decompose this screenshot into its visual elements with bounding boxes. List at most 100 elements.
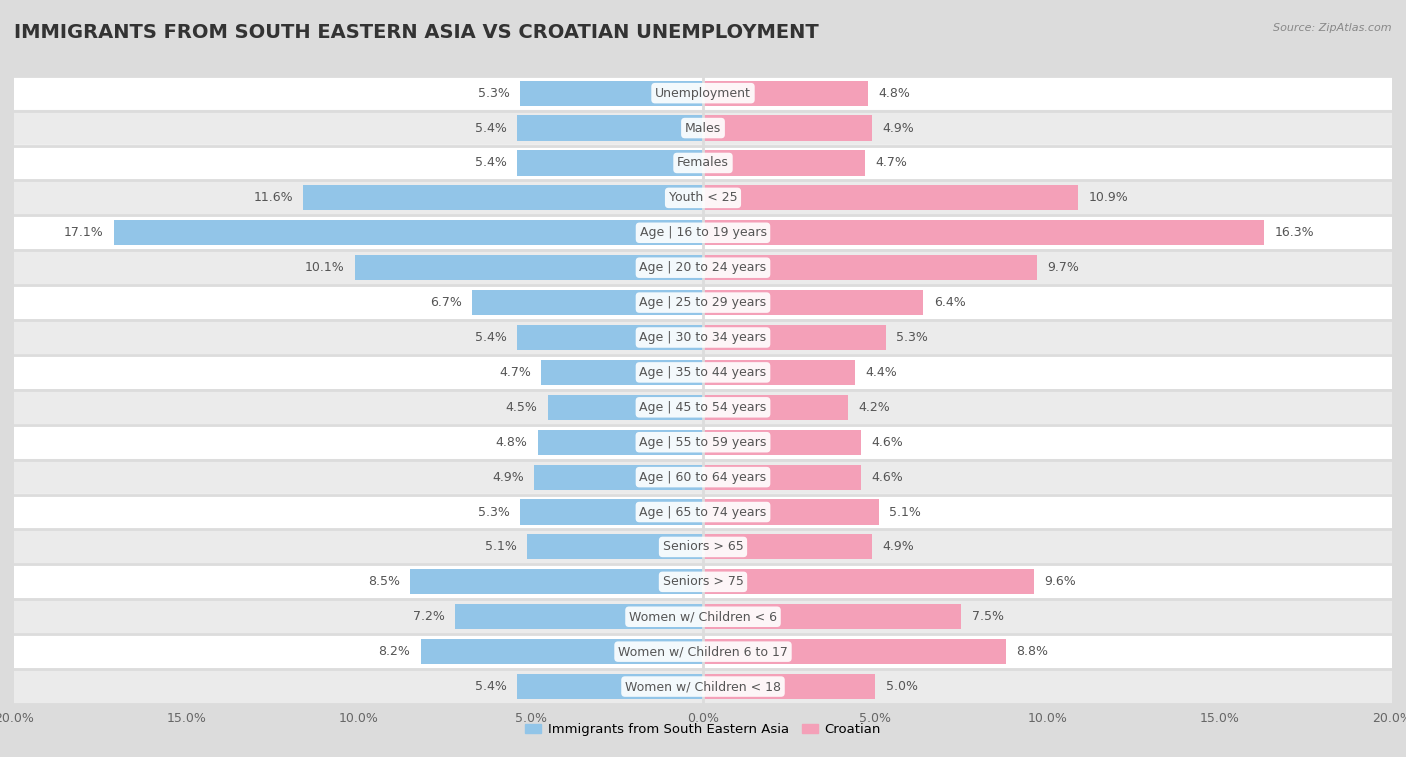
Bar (703, 604, 962, 629)
FancyBboxPatch shape (14, 459, 1392, 495)
Legend: Immigrants from South Eastern Asia, Croatian: Immigrants from South Eastern Asia, Croa… (520, 718, 886, 741)
Text: 4.2%: 4.2% (858, 400, 890, 414)
Bar (537, 430, 703, 455)
Text: 6.7%: 6.7% (430, 296, 461, 309)
Bar (703, 116, 872, 141)
Bar (520, 500, 703, 525)
Text: Seniors > 65: Seniors > 65 (662, 540, 744, 553)
Text: 5.3%: 5.3% (478, 86, 510, 100)
Bar (534, 465, 703, 490)
Bar (703, 394, 848, 420)
FancyBboxPatch shape (14, 424, 1392, 460)
FancyBboxPatch shape (14, 599, 1392, 635)
Text: IMMIGRANTS FROM SOUTH EASTERN ASIA VS CROATIAN UNEMPLOYMENT: IMMIGRANTS FROM SOUTH EASTERN ASIA VS CR… (14, 23, 818, 42)
Text: 5.4%: 5.4% (475, 331, 506, 344)
Bar (703, 220, 1264, 245)
FancyBboxPatch shape (14, 354, 1392, 391)
Text: Source: ZipAtlas.com: Source: ZipAtlas.com (1274, 23, 1392, 33)
Text: 4.6%: 4.6% (872, 471, 904, 484)
Text: Females: Females (678, 157, 728, 170)
Text: 4.7%: 4.7% (499, 366, 531, 379)
Bar (703, 465, 862, 490)
Bar (114, 220, 703, 245)
Text: Women w/ Children < 6: Women w/ Children < 6 (628, 610, 778, 623)
FancyBboxPatch shape (14, 494, 1392, 530)
Text: Women w/ Children 6 to 17: Women w/ Children 6 to 17 (619, 645, 787, 658)
Bar (420, 639, 703, 664)
Text: 16.3%: 16.3% (1275, 226, 1315, 239)
Text: 4.9%: 4.9% (882, 122, 914, 135)
Text: 5.4%: 5.4% (475, 157, 506, 170)
Text: Age | 16 to 19 years: Age | 16 to 19 years (640, 226, 766, 239)
Bar (703, 360, 855, 385)
Text: 4.8%: 4.8% (495, 436, 527, 449)
Bar (456, 604, 703, 629)
Text: Women w/ Children < 18: Women w/ Children < 18 (626, 680, 780, 693)
Bar (517, 674, 703, 699)
Text: 4.4%: 4.4% (865, 366, 897, 379)
Bar (548, 394, 703, 420)
Text: Age | 65 to 74 years: Age | 65 to 74 years (640, 506, 766, 519)
Text: 8.5%: 8.5% (368, 575, 399, 588)
Text: Unemployment: Unemployment (655, 86, 751, 100)
FancyBboxPatch shape (14, 668, 1392, 705)
Text: 4.9%: 4.9% (492, 471, 524, 484)
FancyBboxPatch shape (14, 389, 1392, 425)
Bar (703, 639, 1007, 664)
Bar (517, 325, 703, 350)
Bar (304, 185, 703, 210)
FancyBboxPatch shape (14, 250, 1392, 286)
Text: 6.4%: 6.4% (934, 296, 966, 309)
Text: 7.5%: 7.5% (972, 610, 1004, 623)
Bar (703, 430, 862, 455)
FancyBboxPatch shape (14, 145, 1392, 181)
Text: Youth < 25: Youth < 25 (669, 192, 737, 204)
Text: Age | 60 to 64 years: Age | 60 to 64 years (640, 471, 766, 484)
Text: Age | 30 to 34 years: Age | 30 to 34 years (640, 331, 766, 344)
Text: 10.9%: 10.9% (1088, 192, 1129, 204)
Text: 17.1%: 17.1% (63, 226, 104, 239)
Text: 4.9%: 4.9% (882, 540, 914, 553)
Text: 9.6%: 9.6% (1045, 575, 1076, 588)
Bar (411, 569, 703, 594)
Bar (520, 80, 703, 106)
Text: 5.0%: 5.0% (886, 680, 918, 693)
FancyBboxPatch shape (14, 319, 1392, 356)
FancyBboxPatch shape (14, 285, 1392, 321)
Text: Age | 55 to 59 years: Age | 55 to 59 years (640, 436, 766, 449)
FancyBboxPatch shape (14, 75, 1392, 111)
Text: Age | 35 to 44 years: Age | 35 to 44 years (640, 366, 766, 379)
Text: 5.3%: 5.3% (896, 331, 928, 344)
FancyBboxPatch shape (14, 529, 1392, 565)
FancyBboxPatch shape (14, 215, 1392, 251)
Text: Age | 20 to 24 years: Age | 20 to 24 years (640, 261, 766, 274)
Text: 10.1%: 10.1% (305, 261, 344, 274)
Bar (703, 255, 1038, 280)
Bar (517, 151, 703, 176)
Text: 7.2%: 7.2% (413, 610, 444, 623)
Bar (703, 325, 886, 350)
Bar (703, 80, 869, 106)
Text: Age | 25 to 29 years: Age | 25 to 29 years (640, 296, 766, 309)
Text: 5.4%: 5.4% (475, 680, 506, 693)
Text: 8.8%: 8.8% (1017, 645, 1049, 658)
Text: 11.6%: 11.6% (253, 192, 292, 204)
Text: 4.7%: 4.7% (875, 157, 907, 170)
Bar (703, 674, 875, 699)
Text: 4.6%: 4.6% (872, 436, 904, 449)
FancyBboxPatch shape (14, 179, 1392, 216)
Text: 5.4%: 5.4% (475, 122, 506, 135)
Text: Age | 45 to 54 years: Age | 45 to 54 years (640, 400, 766, 414)
Text: Males: Males (685, 122, 721, 135)
FancyBboxPatch shape (14, 110, 1392, 146)
Text: Seniors > 75: Seniors > 75 (662, 575, 744, 588)
FancyBboxPatch shape (14, 564, 1392, 600)
Bar (472, 290, 703, 315)
Text: 8.2%: 8.2% (378, 645, 411, 658)
Text: 9.7%: 9.7% (1047, 261, 1080, 274)
Bar (703, 151, 865, 176)
Bar (703, 569, 1033, 594)
Bar (527, 534, 703, 559)
Bar (703, 500, 879, 525)
FancyBboxPatch shape (14, 634, 1392, 670)
